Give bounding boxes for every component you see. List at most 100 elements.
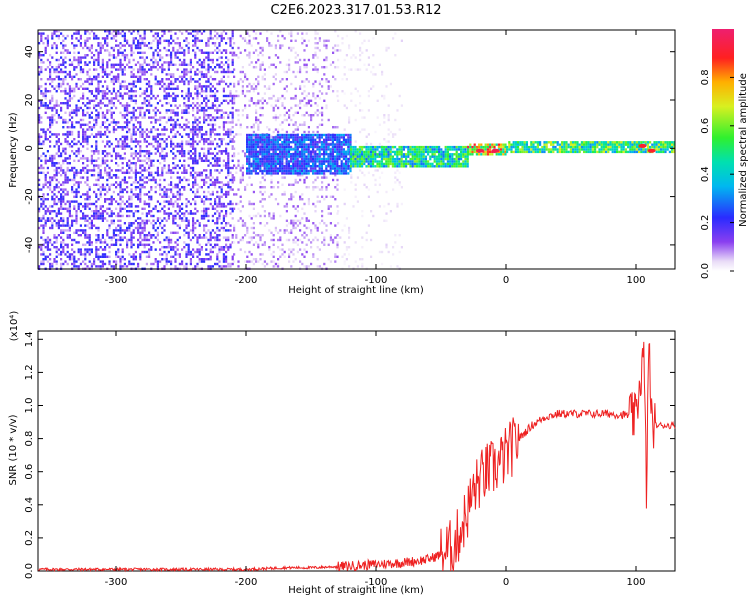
heatmap-cell (40, 154, 43, 158)
heatmap-cell (49, 106, 52, 110)
heatmap-cell (95, 94, 98, 98)
heatmap-cell (207, 80, 210, 83)
heatmap-cell (55, 224, 58, 227)
heatmap-cell (248, 133, 251, 137)
heatmap-cell (200, 61, 203, 64)
heatmap-cell (121, 44, 124, 47)
heatmap-cell (205, 159, 208, 162)
heatmap-cell (263, 68, 266, 71)
heatmap-cell (62, 159, 65, 162)
heatmap-cell (205, 210, 208, 213)
heatmap-cell (134, 176, 137, 179)
heatmap-cell (303, 130, 306, 134)
heatmap-cell (165, 49, 168, 52)
heatmap-cell (211, 42, 214, 45)
heatmap-cell (62, 63, 65, 66)
heatmap-cell (121, 68, 124, 71)
heatmap-cell (75, 195, 78, 198)
heatmap-cell (112, 231, 115, 234)
heatmap-cell (372, 214, 375, 218)
heatmap-cell (233, 241, 236, 244)
heatmap-cell (198, 128, 201, 131)
heatmap-cell (123, 236, 126, 239)
heatmap-cell (40, 54, 43, 57)
heatmap-cell (156, 265, 159, 268)
heatmap-cell (148, 243, 151, 246)
heatmap-cell (167, 188, 170, 191)
heatmap-cell (134, 162, 137, 165)
heatmap-cell (220, 70, 223, 74)
heatmap-cell (305, 66, 308, 69)
heatmap-cell (290, 229, 293, 232)
heatmap-cell (235, 94, 238, 98)
heatmap-cell (220, 246, 223, 249)
heatmap-cell (233, 51, 236, 54)
heatmap-cell (194, 126, 197, 129)
heatmap-cell (279, 255, 282, 258)
heatmap-cell (203, 224, 206, 227)
heatmap-cell (337, 58, 340, 62)
heatmap-cell (285, 210, 288, 213)
heatmap-cell (194, 73, 197, 76)
heatmap-cell (130, 238, 133, 242)
heatmap-cell (192, 176, 195, 179)
heatmap-cell (257, 145, 260, 149)
heatmap-cell (261, 138, 264, 141)
heatmap-cell (53, 186, 56, 189)
heatmap-cell (246, 183, 249, 186)
heatmap-cell (156, 82, 159, 86)
heatmap-cell (321, 181, 324, 184)
heatmap-cell (68, 51, 71, 54)
heatmap-cell (106, 66, 109, 69)
heatmap-cell (336, 94, 339, 98)
heatmap-cell (57, 248, 60, 251)
heatmap-cell (323, 44, 326, 47)
heatmap-cell (294, 104, 297, 107)
heatmap-cell (88, 61, 91, 64)
heatmap-cell (148, 198, 151, 201)
heatmap-cell (57, 210, 60, 213)
heatmap-cell (130, 152, 133, 155)
heatmap-cell (290, 231, 293, 234)
heatmap-cell (216, 109, 219, 112)
heatmap-cell (227, 121, 230, 124)
heatmap-cell (178, 63, 181, 66)
heatmap-cell (248, 162, 251, 165)
heatmap-cell (174, 186, 177, 189)
heatmap-cell (272, 116, 275, 119)
heatmap-cell (176, 193, 179, 196)
heatmap-cell (216, 202, 219, 206)
heatmap-cell (132, 258, 135, 261)
heatmap-cell (332, 195, 335, 198)
heatmap-cell (121, 128, 124, 131)
heatmap-cell (255, 118, 258, 122)
heatmap-cell (185, 226, 188, 230)
heatmap-cell (274, 78, 277, 81)
heatmap-cell (163, 212, 166, 215)
heatmap-cell (307, 200, 310, 203)
heatmap-cell (77, 241, 80, 244)
heatmap-cell (110, 106, 113, 110)
heatmap-cell (181, 150, 184, 153)
heatmap-cell (117, 152, 120, 155)
heatmap-cell (294, 207, 297, 210)
heatmap-cell (126, 243, 129, 246)
heatmap-cell (97, 176, 100, 179)
heatmap-cell (231, 145, 234, 148)
heatmap-cell (227, 130, 230, 134)
heatmap-cell (270, 178, 273, 182)
heatmap-cell (227, 63, 230, 66)
heatmap-cell (187, 135, 190, 138)
heatmap-cell (222, 75, 225, 78)
heatmap-cell (312, 54, 315, 57)
heatmap-cell (112, 260, 115, 263)
heatmap-cell (106, 178, 109, 182)
heatmap-cell (292, 248, 295, 251)
heatmap-cell (396, 205, 399, 208)
heatmap-cell (343, 58, 346, 62)
heatmap-cell (312, 68, 315, 71)
heatmap-cell (209, 114, 212, 117)
heatmap-cell (106, 212, 109, 215)
heatmap-cell (268, 66, 271, 69)
heatmap-cell (64, 140, 67, 143)
